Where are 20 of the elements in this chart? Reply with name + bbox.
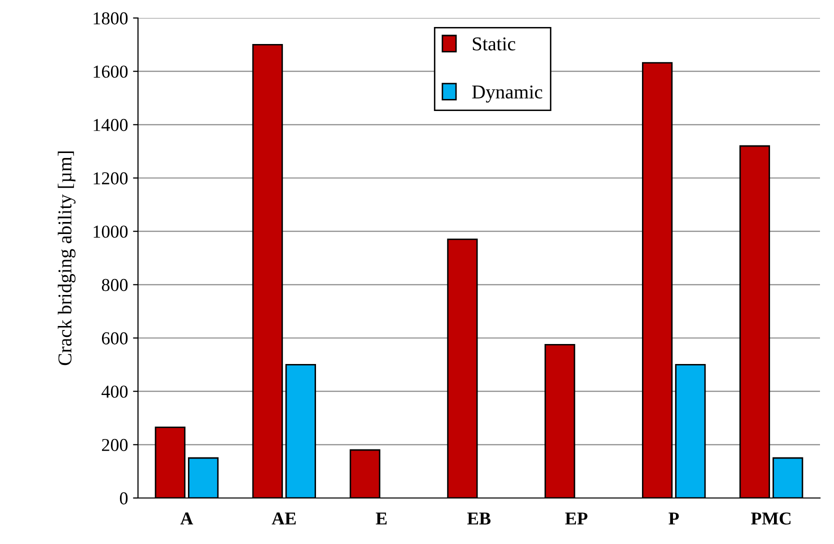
y-tick-label: 800: [102, 278, 128, 292]
y-tick-label: 0: [120, 492, 128, 504]
y-tick-label: 1200: [94, 172, 128, 184]
y-tick-label: 1400: [94, 118, 128, 132]
x-tick-label: PMC: [751, 512, 790, 525]
x-tick-label: E: [376, 512, 387, 524]
x-tick-label: EB: [467, 512, 491, 524]
y-tick-label: 600: [102, 332, 128, 344]
legend-label: Dynamic: [472, 85, 542, 103]
y-axis-title: Crack bridging ability [µm]: [58, 152, 76, 366]
y-tick-label: 200: [102, 438, 128, 452]
x-tick-label: A: [180, 512, 194, 524]
y-tick-label: 400: [102, 386, 128, 398]
y-tick-label: 1600: [94, 66, 128, 78]
y-tick-label: 1800: [94, 12, 128, 24]
y-tick-label: 1000: [94, 226, 128, 238]
legend-label: Static: [472, 37, 516, 50]
x-tick-label: EP: [565, 512, 588, 524]
x-tick-label: P: [668, 512, 679, 524]
x-tick-label: AE: [272, 512, 296, 524]
